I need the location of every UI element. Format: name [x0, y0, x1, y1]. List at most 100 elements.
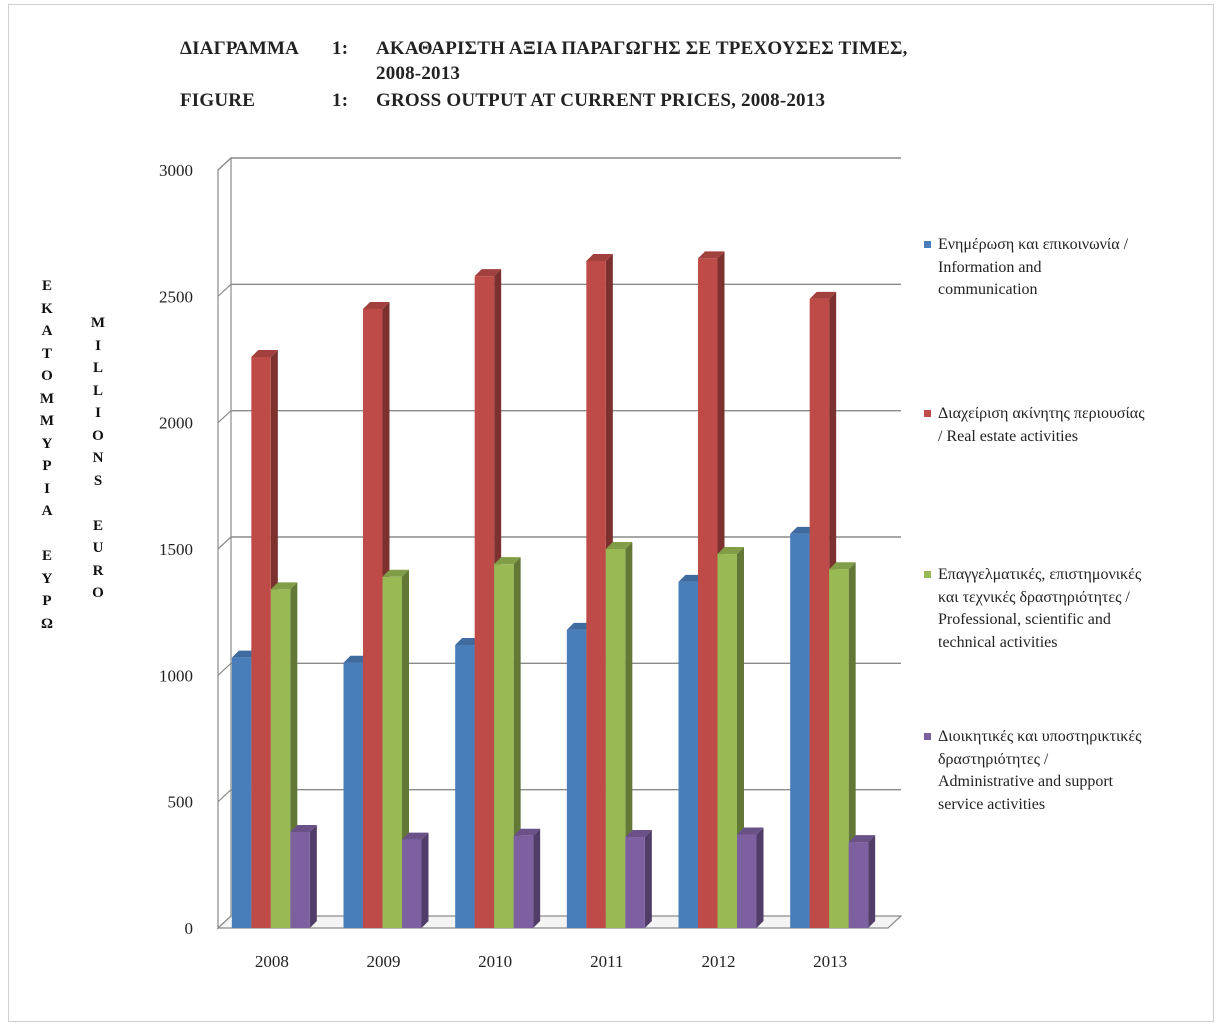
legend-swatch: [924, 733, 931, 740]
x-tick-label: 2012: [702, 952, 736, 971]
bar: [343, 662, 363, 928]
axis-label-letter: U: [92, 540, 104, 556]
axis-label-letter: O: [92, 585, 104, 601]
legend-label: Επαγγελματικές, επιστημονικές και τεχνικ…: [938, 566, 1142, 651]
legend-swatch: [924, 410, 931, 417]
bar-top: [829, 562, 856, 570]
axis-label-letter: L: [92, 382, 103, 399]
y-tick-label: 1000: [159, 666, 193, 685]
axis-label-letter: Ω: [40, 615, 53, 632]
bar-top: [625, 830, 652, 838]
bar-top: [605, 542, 633, 549]
legend-label: Διαχείριση ακίνητης περιουσίας / Real es…: [938, 405, 1145, 445]
bar-top: [494, 557, 521, 565]
y-tick-label: 0: [185, 919, 194, 938]
y-tick-label: 2500: [159, 287, 193, 306]
y-tick-label: 2000: [159, 414, 193, 433]
bar-top: [513, 828, 541, 836]
bar-top: [717, 547, 744, 555]
bar: [382, 576, 402, 928]
title-label-greek: ΔΙΑΓΡΑΜΜΑ: [180, 38, 300, 59]
x-tick-label: 2011: [590, 952, 623, 971]
bar: [494, 564, 514, 928]
gridline-diagonal: [217, 789, 232, 803]
legend-swatch: [924, 241, 931, 248]
x-tick-label: 2008: [255, 952, 289, 971]
chart-title-line-3: FIGURE 1: GROSS OUTPUT AT CURRENT PRICES, …: [180, 90, 825, 112]
bar-side: [625, 542, 633, 928]
axis-label-letter: I: [95, 337, 101, 354]
bar-top: [402, 832, 429, 840]
axis-label-letter: Μ: [39, 413, 55, 429]
bar-top: [737, 827, 764, 835]
gridline-diagonal: [217, 536, 232, 550]
bar-top: [363, 301, 390, 309]
y-tick-label: 3000: [159, 161, 193, 180]
axis-label-letter: L: [92, 360, 103, 376]
bar: [251, 356, 271, 928]
bar-top: [290, 824, 317, 832]
chart-title-line-1: ΔΙΑΓΡΑΜΜΑ 1: ΑΚΑΘΑΡΙΣΤΗ ΑΞΙΑ ΠΑΡΑΓΩΓΗΣ ΣΕ …: [180, 38, 908, 60]
title-text-english: GROSS OUTPUT AT CURRENT PRICES, 2008-201…: [376, 90, 826, 111]
y-tick-label: 1500: [159, 540, 193, 559]
axis-label-letter: Α: [41, 323, 53, 339]
bar: [474, 276, 495, 928]
axis-label-letter: Κ: [41, 300, 53, 317]
bar-top: [586, 253, 613, 261]
axis-label-letter: Ο: [41, 368, 53, 384]
axis-label-letter: Ε: [41, 278, 52, 294]
bar-top: [848, 835, 876, 843]
axis-label-letter: I: [95, 405, 101, 421]
bar-top: [809, 291, 837, 299]
bar-top: [474, 269, 502, 277]
bar: [605, 549, 626, 928]
bar-top: [382, 569, 409, 577]
title-number-english: 1:: [332, 90, 349, 111]
bar: [678, 581, 698, 928]
bar: [513, 835, 534, 928]
bar: [737, 834, 757, 928]
title-text-greek: ΑΚΑΘΑΡΙΣΤΗ ΑΞΙΑ ΠΑΡΑΓΩΓΗΣ ΣΕ ΤΡΕΧΟΥΣΕΣ Τ…: [376, 38, 908, 59]
title-label-english: FIGURE: [180, 90, 256, 111]
chart-title-line-2: 2008-2013: [376, 63, 460, 85]
axis-label-letter: Υ: [41, 435, 53, 452]
bar: [363, 308, 383, 928]
bar-top: [251, 349, 278, 357]
legend-label: Διοικητικές και υποστηρικτικές δραστηριό…: [938, 728, 1142, 813]
axis-label-letter: Ρ: [42, 593, 52, 609]
bar: [231, 657, 252, 928]
bar: [790, 533, 810, 928]
axis-label-letter: Ε: [41, 548, 52, 564]
x-tick-label: 2010: [478, 952, 512, 971]
gridline-diagonal: [217, 283, 232, 297]
legend-label: Ενημέρωση και επικοινωνία / Information …: [938, 236, 1129, 298]
gridline-diagonal: [217, 662, 232, 676]
axis-label-letter: E: [92, 517, 103, 534]
bar-top: [698, 251, 725, 259]
axis-label-letter: Υ: [41, 570, 53, 587]
axis-label-letter: R: [92, 562, 104, 579]
bar-top: [270, 582, 298, 590]
bar: [829, 569, 849, 928]
bar-side: [868, 835, 876, 928]
bar-side: [533, 828, 541, 928]
bar: [290, 831, 310, 928]
bar: [848, 842, 869, 928]
bar: [809, 298, 830, 928]
axis-label-letter: S: [93, 472, 103, 489]
gridline-diagonal: [217, 410, 232, 424]
bar: [566, 629, 587, 928]
title-text-years: 2008-2013: [376, 63, 461, 84]
axis-label-letter: M: [90, 315, 106, 331]
axis-label-letter: Ρ: [42, 458, 52, 474]
x-tick-label: 2013: [813, 952, 847, 971]
bar: [270, 589, 291, 928]
y-tick-label: 500: [168, 793, 194, 812]
bar: [625, 837, 645, 928]
axis-label-letter: Ι: [44, 480, 50, 497]
bar: [455, 645, 475, 928]
bar-side: [309, 824, 317, 928]
